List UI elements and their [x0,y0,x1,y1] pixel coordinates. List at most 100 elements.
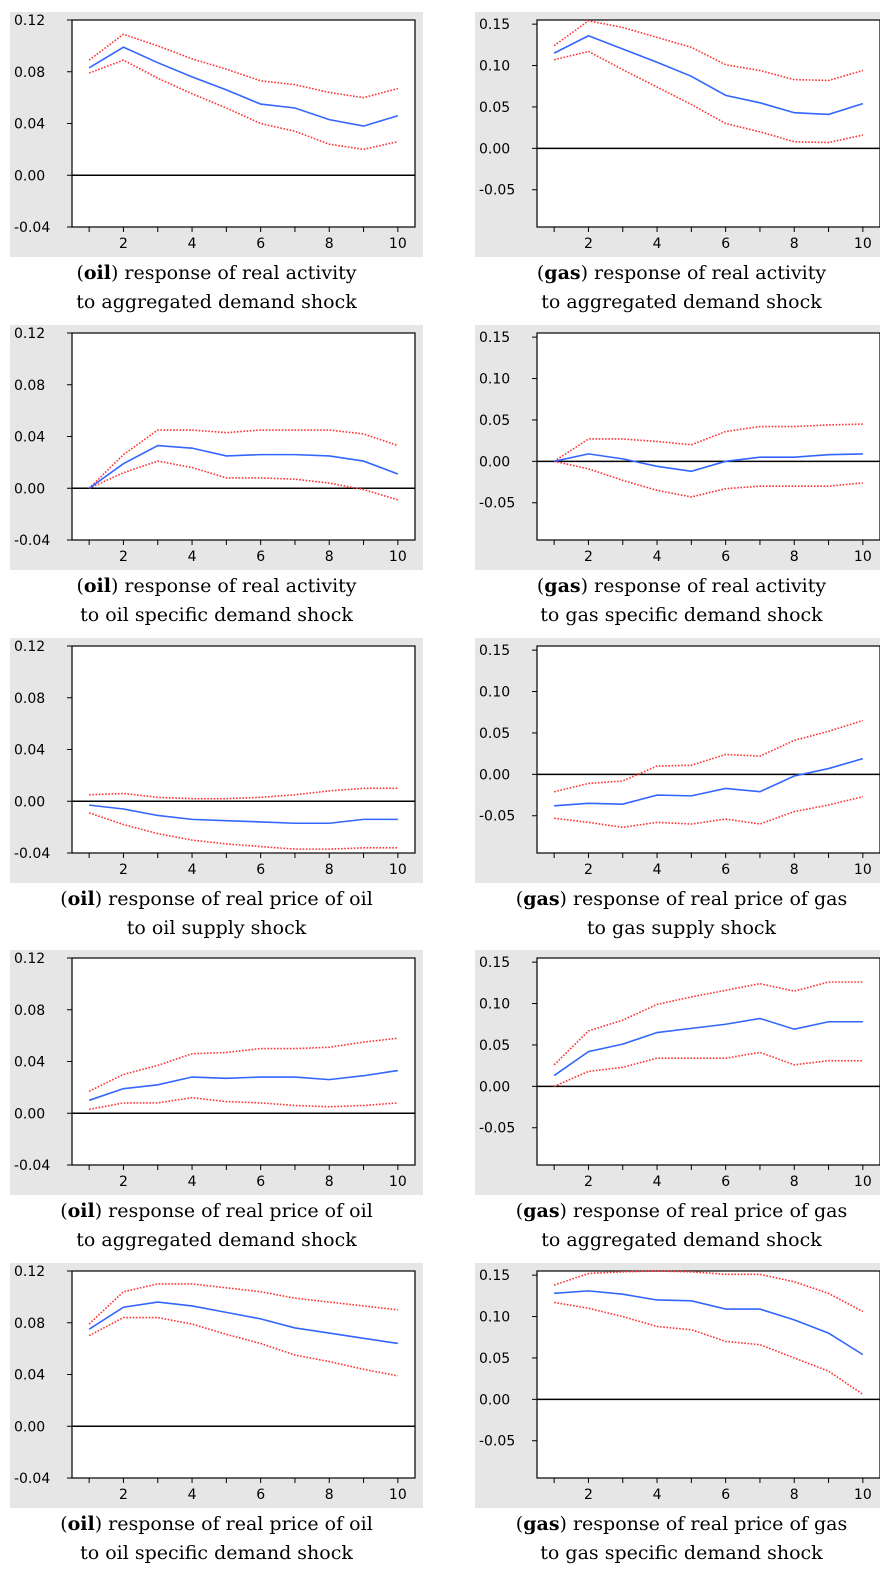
x-tick-label: 4 [188,862,197,878]
impulse-response-line [88,1301,398,1345]
caption-line-1: (gas) response of real activity [536,575,827,597]
upper-confidence-band [88,1283,398,1325]
lower-confidence-band [88,1316,398,1377]
chart-caption: (oil) response of real price of oil to oi… [10,885,423,943]
x-tick-label: 2 [119,862,128,878]
impulse-response-line [553,453,863,473]
chart-caption: (gas) response of real price of gas to ag… [475,1197,880,1255]
caption-line-1: (gas) response of real price of gas [515,888,848,910]
y-tick-label: -0.04 [14,846,50,862]
caption-line-1: (gas) response of real price of gas [515,1513,848,1535]
chart-caption: (oil) response of real activity to oil sp… [10,572,423,630]
y-tick-label: -0.04 [14,1471,50,1487]
lower-confidence-band [554,1301,864,1396]
y-tick-label: 0.08 [14,691,45,707]
chart-panel: 0.15 0.10 0.05 0.00 -0.05 2 4 6 8 10 [475,1263,880,1508]
x-tick-label: 10 [854,1487,872,1503]
chart-caption: (gas) response of real activity to gas sp… [475,572,880,630]
x-tick-label: 2 [119,1487,128,1503]
caption-variable: gas [544,575,581,597]
x-tick-label: 8 [790,1174,799,1190]
caption-line-1: (gas) response of real price of gas [515,1200,848,1222]
caption-variable: gas [523,1513,560,1535]
y-tick-label: -0.05 [479,1121,515,1137]
x-tick-label: 6 [256,1174,265,1190]
caption-line-2: to gas supply shock [586,917,777,939]
y-tick-label: 0.04 [14,117,45,133]
caption-variable: gas [523,888,560,910]
y-tick-label: 0.05 [479,726,510,742]
x-tick-label: 2 [119,549,128,565]
y-tick-label: 0.15 [479,955,510,971]
upper-confidence-band [553,981,863,1066]
chart-panel: 0.15 0.10 0.05 0.00 -0.05 2 4 6 8 10 [475,12,880,257]
plot-area [536,1270,880,1479]
x-tick-label: 6 [256,862,265,878]
y-tick-label: 0.08 [14,65,45,81]
x-tick-label: 4 [653,549,662,565]
y-tick-label: 0.10 [479,59,510,75]
plot-area [71,19,416,228]
y-tick-label: 0.12 [14,1264,45,1280]
y-tick-label: 0.08 [14,378,45,394]
y-tick-label: -0.05 [479,809,515,825]
caption-line-2: to gas specific demand shock [540,604,823,626]
plot-area [71,332,416,541]
caption-line-1: (oil) response of real activity [76,575,357,597]
x-tick-label: 2 [584,862,593,878]
caption-variable: oil [83,262,111,284]
y-tick-label: 0.15 [479,1268,510,1284]
x-tick-label: 10 [389,1174,407,1190]
x-tick-label: 4 [653,1174,662,1190]
y-tick-label: -0.04 [14,220,50,236]
caption-line-2: to oil supply shock [126,917,307,939]
x-tick-label: 10 [389,1487,407,1503]
y-tick-label: -0.05 [479,1434,515,1450]
impulse-response-line [553,1017,863,1077]
caption-line-1: (oil) response of real price of oil [60,1200,373,1222]
chart-caption: (gas) response of real price of gas to ga… [475,1510,880,1568]
y-tick-label: 0.12 [14,326,45,342]
caption-response-text: ) response of real price of oil [94,888,373,910]
caption-line-2: to oil specific demand shock [80,1542,353,1564]
chart-panel: 0.12 0.08 0.04 0.00 -0.04 2 4 6 8 10 [10,638,423,883]
caption-line-1: (oil) response of real price of oil [60,888,373,910]
caption-response-text: ) response of real price of gas [559,888,848,910]
y-tick-label: 0.05 [479,100,510,116]
x-tick-label: 8 [325,1174,334,1190]
caption-response-text: ) response of real price of oil [94,1200,373,1222]
y-tick-label: 0.08 [14,1316,45,1332]
lower-confidence-band [89,1096,398,1111]
y-tick-label: 0.00 [14,794,45,810]
x-tick-label: 2 [584,1174,593,1190]
upper-confidence-band [88,429,399,489]
x-tick-label: 4 [188,1487,197,1503]
upper-confidence-band [89,787,398,800]
y-tick-label: -0.05 [479,496,515,512]
x-tick-label: 6 [256,549,265,565]
x-tick-label: 2 [584,1487,593,1503]
chart-panel: 0.15 0.10 0.05 0.00 -0.05 2 4 6 8 10 [475,325,880,570]
upper-confidence-band [553,423,863,463]
y-tick-label: 0.04 [14,1055,45,1071]
impulse-response-line [89,804,398,825]
plot-area [536,957,880,1166]
caption-response-text: ) response of real activity [110,262,357,284]
x-tick-label: 8 [325,549,334,565]
y-tick-label: 0.15 [479,330,510,346]
x-tick-label: 2 [119,236,128,252]
y-tick-label: 0.10 [479,372,510,388]
x-tick-label: 6 [721,1174,730,1190]
y-tick-label: 0.00 [479,1079,510,1095]
plot-area [536,332,880,541]
x-tick-label: 10 [854,862,872,878]
x-tick-label: 6 [721,862,730,878]
caption-line-2: to gas specific demand shock [540,1542,823,1564]
x-tick-label: 4 [653,862,662,878]
y-tick-label: 0.15 [479,17,510,33]
chart-caption: (gas) response of real price of gas to ga… [475,885,880,943]
x-tick-label: 2 [584,236,593,252]
lower-confidence-band [553,460,863,498]
caption-variable: oil [67,1513,95,1535]
x-tick-label: 4 [653,236,662,252]
